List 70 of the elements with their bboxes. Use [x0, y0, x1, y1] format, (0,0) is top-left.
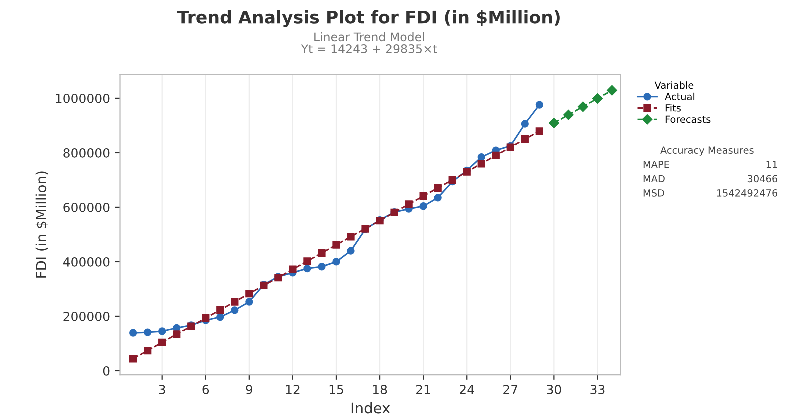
- x-axis-title: Index: [352, 402, 390, 414]
- point: [216, 306, 224, 314]
- x-tick-label: 24: [460, 385, 474, 394]
- text: MAD: [644, 175, 665, 182]
- point: [405, 200, 413, 208]
- point: [332, 258, 340, 266]
- point: [521, 136, 529, 144]
- point: [144, 328, 152, 336]
- legend-label: Actual: [665, 92, 695, 100]
- x-tick-label: 15: [330, 385, 344, 394]
- x-tick-label: 9: [246, 385, 253, 394]
- chart-subtitle: Linear Trend Model Yt = 14243 + 29835×t: [301, 32, 438, 54]
- text: MAPE: [644, 161, 670, 168]
- text: 30466: [748, 175, 778, 183]
- point: [536, 128, 544, 136]
- text: Accuracy Measures: [660, 146, 754, 156]
- y-axis-title: FDI (in $Million): [36, 172, 48, 278]
- y-tick-label: 1000000: [56, 94, 110, 104]
- point: [434, 194, 442, 202]
- point: [592, 94, 603, 104]
- point: [420, 192, 428, 200]
- x-tick-label: 3: [159, 385, 166, 394]
- point: [549, 118, 560, 128]
- point: [173, 330, 181, 338]
- point: [216, 313, 224, 322]
- x-tick-label: 12: [286, 385, 300, 394]
- point: [478, 160, 486, 168]
- y-tick-label: 800000: [64, 148, 110, 158]
- point: [347, 247, 355, 255]
- legend-title: Variable: [654, 82, 694, 90]
- point: [144, 346, 152, 355]
- point: [304, 258, 312, 266]
- point: [347, 233, 355, 241]
- x-tick-label: 27: [504, 385, 518, 394]
- x-tick-label: 18: [373, 385, 388, 394]
- point: [318, 249, 326, 258]
- x-tick-label: 30: [547, 385, 562, 394]
- y-tick-label: 200000: [64, 312, 110, 322]
- point: [304, 264, 312, 273]
- point: [130, 355, 138, 363]
- point: [607, 85, 618, 96]
- point: [492, 152, 500, 160]
- x-tick-label: 21: [416, 385, 430, 394]
- point: [158, 338, 166, 346]
- legend-label: Fits: [666, 104, 681, 112]
- point: [564, 110, 574, 120]
- y-tick-label: 0: [103, 366, 110, 376]
- point: [434, 184, 442, 192]
- point: [289, 266, 297, 274]
- point: [246, 290, 254, 298]
- chart-title: Trend Analysis Plot for FDI (in $Million): [177, 10, 560, 28]
- text: 1542492476: [717, 190, 778, 197]
- point: [130, 329, 138, 337]
- point: [158, 328, 166, 336]
- x-tick-label: 33: [590, 385, 605, 394]
- text: 11: [766, 161, 778, 168]
- y-tick-label: 400000: [63, 257, 110, 267]
- point: [332, 241, 340, 249]
- y-tick-label: 600000: [64, 202, 110, 212]
- point: [231, 306, 239, 314]
- point: [318, 263, 326, 271]
- legend-label: Forecasts: [666, 116, 711, 124]
- point: [231, 298, 239, 306]
- text: MSD: [644, 190, 664, 197]
- x-tick-label: 6: [202, 385, 210, 394]
- point: [578, 102, 588, 112]
- point: [521, 120, 529, 128]
- point: [246, 298, 254, 306]
- point: [420, 202, 428, 210]
- point: [536, 101, 544, 109]
